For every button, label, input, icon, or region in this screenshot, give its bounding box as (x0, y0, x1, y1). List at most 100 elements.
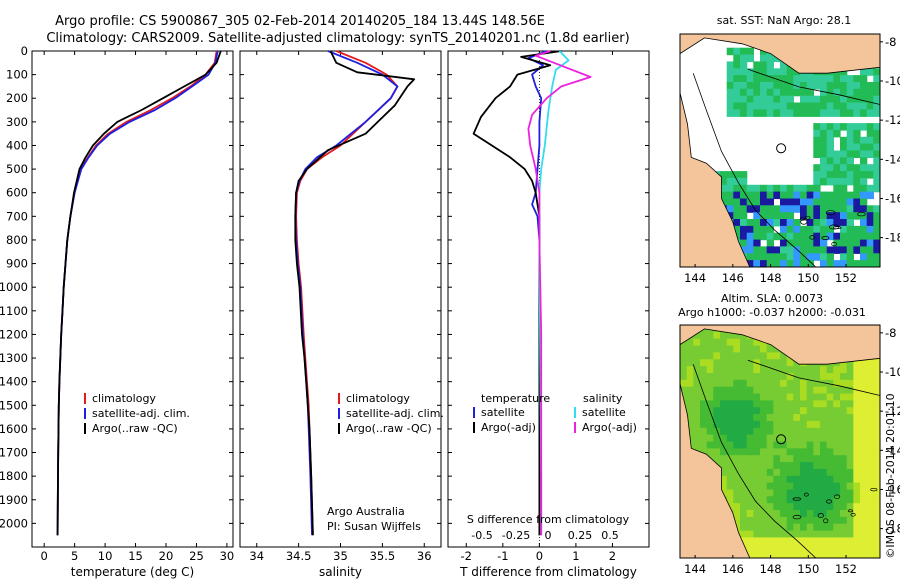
s-tick-label: -0.5 (471, 529, 492, 542)
map-cell (740, 82, 748, 90)
map-cell (820, 150, 828, 158)
map-cell (753, 260, 761, 267)
map-cell (733, 95, 741, 104)
map-cell (833, 212, 841, 220)
map-cell (813, 379, 821, 388)
map-cell (813, 373, 821, 381)
map-cell (820, 253, 828, 261)
map-cell (853, 448, 861, 456)
map-cell (780, 489, 788, 497)
map-cell (720, 414, 728, 422)
map-cell (693, 427, 701, 436)
map-cell (773, 530, 781, 539)
map-cell (786, 489, 794, 497)
map-cell (773, 102, 781, 110)
map-cell (820, 260, 828, 267)
map-cell (733, 448, 741, 456)
map-cell (726, 191, 734, 200)
map-cell (793, 219, 801, 227)
map-cell (733, 191, 741, 200)
map-cell (686, 407, 694, 415)
map-cell (733, 414, 741, 422)
map-cell (753, 530, 761, 539)
map-cell (853, 150, 861, 158)
map-cell (813, 400, 821, 408)
map-cell (693, 338, 701, 347)
map-cell (853, 373, 861, 381)
map-cell (860, 523, 868, 532)
map-cell (693, 345, 701, 354)
map-cell (813, 537, 821, 545)
map-cell (873, 123, 880, 131)
map-cell (800, 260, 808, 267)
map-cell (846, 386, 854, 395)
map-cell (866, 359, 874, 367)
map-cell (733, 516, 741, 525)
map-cell (860, 400, 868, 408)
map-cell (806, 489, 814, 497)
map-cell (806, 212, 814, 220)
island (792, 514, 802, 520)
map-cell (733, 468, 741, 477)
y-tick-label: 1000 (0, 280, 28, 294)
map-cell (740, 427, 748, 436)
map-cell (873, 157, 880, 165)
map-cell (720, 184, 728, 193)
map-cell (853, 129, 861, 138)
map-cell (753, 352, 761, 360)
y-tick-label: 1400 (0, 375, 28, 389)
map-cell (780, 260, 788, 267)
map-cell (753, 407, 761, 415)
map-cell (826, 434, 834, 443)
map-cell (873, 212, 880, 220)
map-cell (780, 441, 788, 449)
map-cell (726, 359, 734, 367)
map-cell (720, 352, 728, 360)
map-cell (820, 205, 828, 213)
map-cell (726, 386, 734, 395)
y-tick-label: 400 (6, 138, 28, 152)
map-cell (700, 407, 708, 415)
map-cell (853, 191, 861, 200)
map-cell (820, 462, 828, 470)
map-cell (773, 503, 781, 511)
map-cell (800, 530, 808, 539)
map-cell (733, 54, 741, 63)
x-tick-label: 30 (220, 549, 235, 563)
map-cell (873, 420, 880, 429)
map-cell (760, 219, 768, 227)
map-cell (860, 551, 868, 558)
map-cell (826, 253, 834, 261)
map-cell (780, 95, 788, 104)
map-cell (853, 177, 861, 186)
map-cell (766, 475, 774, 484)
map-cell (846, 164, 854, 172)
island (809, 235, 816, 240)
map-cell (866, 544, 874, 552)
map-cell (866, 366, 874, 374)
map-cell (853, 184, 861, 193)
map-cell (840, 551, 848, 558)
map-cell (720, 379, 728, 388)
map-cell (753, 345, 761, 354)
map-cell (746, 516, 754, 525)
map-cell (866, 434, 874, 443)
island (847, 509, 854, 513)
map-cell (786, 420, 794, 429)
map-cell (680, 352, 688, 360)
map-cell (873, 143, 880, 152)
map-cell (786, 544, 794, 552)
map-cell (753, 198, 761, 206)
map-cell (726, 61, 734, 69)
map-cell (860, 414, 868, 422)
map-cell (760, 420, 768, 429)
map-cell (786, 475, 794, 484)
map-cell (866, 393, 874, 401)
map-cell (873, 455, 880, 463)
sla-map-title: Altim. SLA: 0.0073 (721, 292, 823, 305)
map-cell (840, 150, 848, 158)
y-tick-label: -8 (885, 35, 896, 49)
map-cell (686, 393, 694, 401)
map-cell (720, 455, 728, 463)
